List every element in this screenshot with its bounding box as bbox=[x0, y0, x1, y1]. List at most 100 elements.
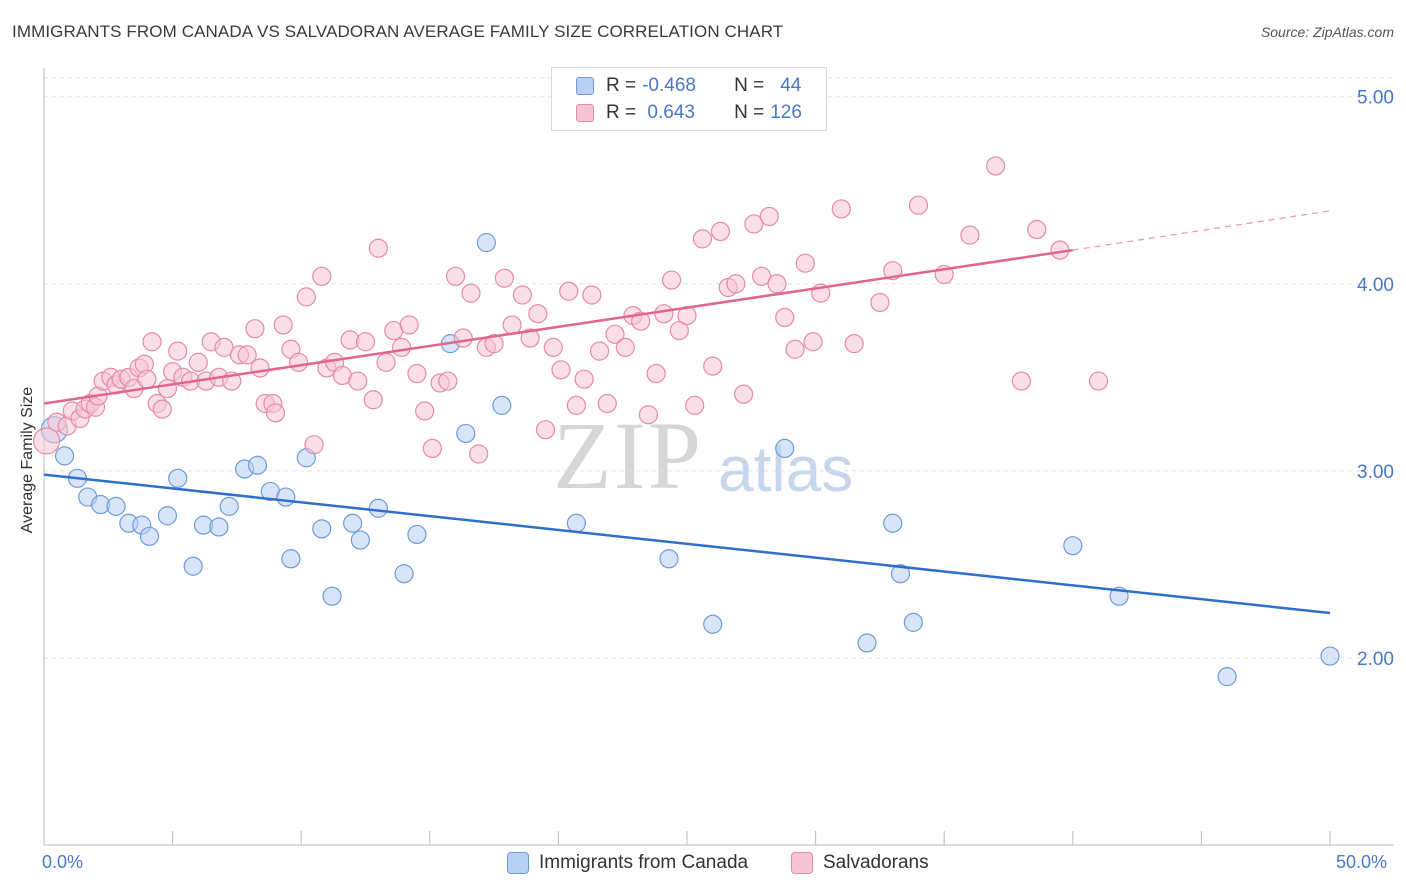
salvadoran-point bbox=[960, 225, 980, 245]
salvadoran-point bbox=[312, 266, 332, 286]
y-tick-label: 2.00 bbox=[1357, 649, 1394, 670]
salvadoran-point bbox=[273, 315, 293, 335]
salvadoran-point bbox=[574, 369, 594, 389]
canada-point bbox=[312, 519, 332, 539]
stats-legend-row-salvadoran: R = 0.643 N = 126 bbox=[552, 100, 802, 126]
canada-point bbox=[857, 633, 877, 653]
legend-item-canada[interactable]: Immigrants from Canada bbox=[507, 852, 748, 874]
salvadoran-point bbox=[188, 352, 208, 372]
salvadoran-point bbox=[844, 334, 864, 354]
x-tick-label-max: 50.0% bbox=[1336, 852, 1388, 872]
canada-point bbox=[368, 498, 388, 518]
salvadoran-point bbox=[543, 337, 563, 357]
salvadoran-point bbox=[669, 320, 689, 341]
canada-point bbox=[407, 524, 427, 545]
n-label: N = bbox=[734, 75, 765, 96]
salvadoran-point bbox=[654, 304, 674, 324]
salvadoran-point bbox=[638, 405, 659, 425]
watermark-zip: ZIP bbox=[553, 402, 703, 509]
salvadoran-point bbox=[733, 384, 754, 404]
salvadoran-point bbox=[245, 319, 265, 339]
salvadoran-point bbox=[355, 332, 376, 352]
canada-point bbox=[703, 614, 723, 634]
salvadoran-point bbox=[692, 229, 713, 249]
salvadoran-point bbox=[1088, 371, 1109, 391]
salvadoran-point bbox=[703, 356, 723, 376]
salvadoran-point bbox=[908, 195, 929, 215]
salvadoran-point bbox=[265, 403, 286, 423]
salvadoran-point bbox=[461, 283, 481, 303]
salvadoran-point bbox=[363, 390, 383, 410]
salvadoran-point bbox=[870, 292, 890, 313]
salvadoran-point bbox=[535, 420, 556, 440]
y-tick-label: 3.00 bbox=[1357, 462, 1394, 483]
salvadoran-point bbox=[296, 287, 316, 307]
salvadoran-point bbox=[494, 268, 514, 288]
salvadoran-point bbox=[775, 307, 795, 328]
series-legend: Immigrants from Canada Salvadorans bbox=[0, 852, 1406, 878]
canada-point bbox=[322, 586, 342, 606]
salvadoran-point bbox=[376, 352, 396, 372]
salvadoran-point bbox=[438, 371, 458, 391]
r-label: R = bbox=[606, 102, 637, 123]
canada-point bbox=[476, 233, 496, 253]
salvadoran-point bbox=[726, 274, 746, 294]
y-axis-label: Average Family Size bbox=[19, 386, 36, 534]
salvadoran-point bbox=[986, 156, 1006, 176]
salvadoran-point bbox=[415, 401, 435, 421]
salvadoran-point bbox=[566, 395, 587, 415]
r-label: R = bbox=[606, 75, 637, 96]
canada-point bbox=[247, 455, 268, 475]
salvadoran-point bbox=[759, 206, 779, 227]
canada-swatch bbox=[576, 77, 594, 95]
canada-point bbox=[276, 487, 296, 507]
canada-point bbox=[168, 468, 188, 488]
salvadoran-point bbox=[250, 358, 270, 378]
salvadoran-point bbox=[795, 253, 815, 273]
salvadoran-point bbox=[803, 332, 823, 352]
salvadoran-point bbox=[502, 315, 522, 335]
salvadoran-legend-swatch bbox=[791, 852, 813, 874]
salvadoran-point bbox=[744, 214, 764, 234]
x-tick-label-min: 0.0% bbox=[42, 852, 84, 872]
salvadoran-point bbox=[422, 438, 442, 459]
y-tick-label: 5.00 bbox=[1357, 88, 1394, 109]
canada-point bbox=[890, 564, 911, 584]
salvadoran-point bbox=[168, 341, 188, 361]
stats-legend: R = -0.468 N = 44 R = 0.643 N = 126 bbox=[551, 67, 827, 131]
salvadoran-point bbox=[152, 399, 172, 419]
stats-legend-row-canada: R = -0.468 N = 44 bbox=[552, 73, 801, 99]
canada-legend-swatch bbox=[507, 852, 529, 874]
salvadoran-point bbox=[348, 371, 368, 391]
salvadoran-point bbox=[646, 363, 666, 384]
salvadoran-point bbox=[157, 378, 178, 399]
salvadoran-point bbox=[559, 281, 579, 301]
canada-point bbox=[106, 496, 126, 516]
canada-point bbox=[883, 513, 903, 533]
salvadoran-point bbox=[512, 285, 532, 305]
salvadoran-point bbox=[767, 274, 787, 294]
canada-point bbox=[1217, 667, 1237, 687]
salvadoran-point bbox=[582, 285, 602, 305]
salvadoran-point bbox=[615, 337, 635, 357]
canada-point bbox=[209, 517, 229, 537]
source-label: Source: ZipAtlas.com bbox=[1260, 24, 1394, 40]
salvadoran-point bbox=[1027, 219, 1047, 240]
salvadoran-point bbox=[551, 360, 571, 380]
chart-title: IMMIGRANTS FROM CANADA VS SALVADORAN AVE… bbox=[12, 22, 784, 41]
canada-point bbox=[157, 506, 178, 526]
salvadoran-point bbox=[469, 444, 489, 464]
salvadoran-point bbox=[214, 337, 234, 357]
salvadoran-point bbox=[453, 328, 473, 348]
legend-item-salvadoran[interactable]: Salvadorans bbox=[791, 852, 929, 874]
salvadoran-point bbox=[289, 352, 309, 372]
salvadoran-point bbox=[631, 311, 651, 331]
salvadoran-point bbox=[407, 363, 427, 384]
canada-point bbox=[492, 395, 512, 415]
n-label: N = bbox=[734, 102, 765, 123]
salvadoran-point bbox=[237, 345, 257, 365]
salvadoran-point bbox=[391, 337, 412, 357]
salvadoran-point bbox=[685, 395, 705, 415]
r-value: 0.643 bbox=[642, 102, 695, 123]
